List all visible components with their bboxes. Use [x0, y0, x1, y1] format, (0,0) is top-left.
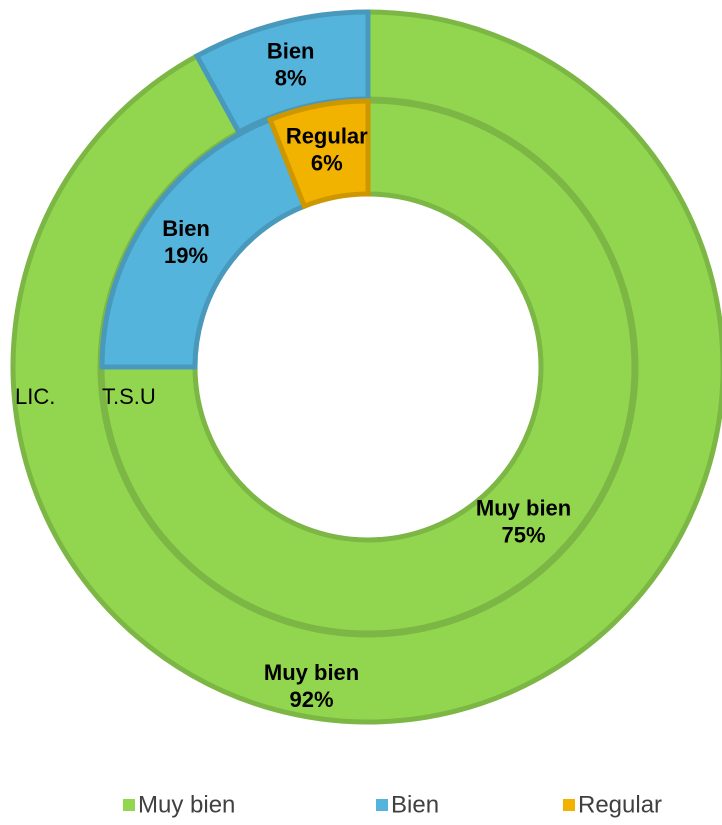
legend-label: Regular — [578, 791, 662, 818]
series-label: T.S.U — [102, 384, 156, 409]
data-label-category: Muy bien — [476, 495, 571, 520]
data-label-value: 75% — [502, 522, 546, 547]
data-label-category: Regular — [286, 124, 368, 149]
data-label-category: Bien — [162, 216, 210, 241]
data-label-value: 6% — [311, 151, 343, 176]
data-label-category: Muy bien — [264, 660, 359, 685]
series-label: LIC. — [15, 384, 55, 409]
legend-swatch — [123, 799, 135, 811]
legend-swatch — [376, 799, 388, 811]
donut-slice — [266, 98, 371, 210]
data-label-value: 8% — [275, 66, 307, 91]
legend-label: Muy bien — [138, 791, 235, 818]
data-label-category: Bien — [267, 39, 315, 64]
legend-swatch — [563, 799, 575, 811]
data-label-value: 19% — [164, 243, 208, 268]
legend-label: Bien — [391, 791, 439, 818]
data-label-value: 92% — [290, 687, 334, 712]
donut-slice — [99, 116, 308, 370]
donut-slice — [99, 98, 637, 636]
